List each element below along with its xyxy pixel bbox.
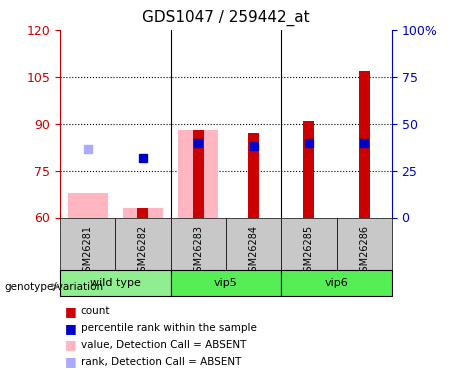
Text: GSM26286: GSM26286 xyxy=(359,225,369,278)
Text: count: count xyxy=(81,306,110,316)
FancyBboxPatch shape xyxy=(60,270,171,296)
FancyBboxPatch shape xyxy=(226,217,281,270)
FancyBboxPatch shape xyxy=(281,270,392,296)
Text: vip6: vip6 xyxy=(325,278,349,288)
Text: ■: ■ xyxy=(65,322,76,334)
Text: genotype/variation: genotype/variation xyxy=(5,282,104,292)
Bar xyxy=(123,208,163,218)
Text: rank, Detection Call = ABSENT: rank, Detection Call = ABSENT xyxy=(81,357,241,367)
Bar xyxy=(303,121,314,218)
Bar xyxy=(359,70,370,217)
Text: GSM26281: GSM26281 xyxy=(83,225,93,278)
FancyBboxPatch shape xyxy=(115,217,171,270)
FancyBboxPatch shape xyxy=(337,217,392,270)
Text: vip5: vip5 xyxy=(214,278,238,288)
Bar xyxy=(178,130,218,218)
Text: percentile rank within the sample: percentile rank within the sample xyxy=(81,323,257,333)
Text: ■: ■ xyxy=(65,356,76,368)
Text: ■: ■ xyxy=(65,305,76,318)
Bar xyxy=(68,192,107,217)
Text: GSM26282: GSM26282 xyxy=(138,225,148,279)
FancyBboxPatch shape xyxy=(171,217,226,270)
FancyBboxPatch shape xyxy=(171,270,281,296)
Bar xyxy=(137,208,148,218)
Text: GSM26283: GSM26283 xyxy=(193,225,203,278)
Text: ■: ■ xyxy=(65,339,76,351)
Title: GDS1047 / 259442_at: GDS1047 / 259442_at xyxy=(142,10,310,26)
Text: value, Detection Call = ABSENT: value, Detection Call = ABSENT xyxy=(81,340,246,350)
Text: GSM26285: GSM26285 xyxy=(304,225,314,279)
Text: GSM26284: GSM26284 xyxy=(248,225,259,278)
FancyBboxPatch shape xyxy=(281,217,337,270)
FancyBboxPatch shape xyxy=(60,217,115,270)
Text: wild type: wild type xyxy=(90,278,141,288)
Bar xyxy=(248,133,259,218)
Bar xyxy=(193,130,204,218)
